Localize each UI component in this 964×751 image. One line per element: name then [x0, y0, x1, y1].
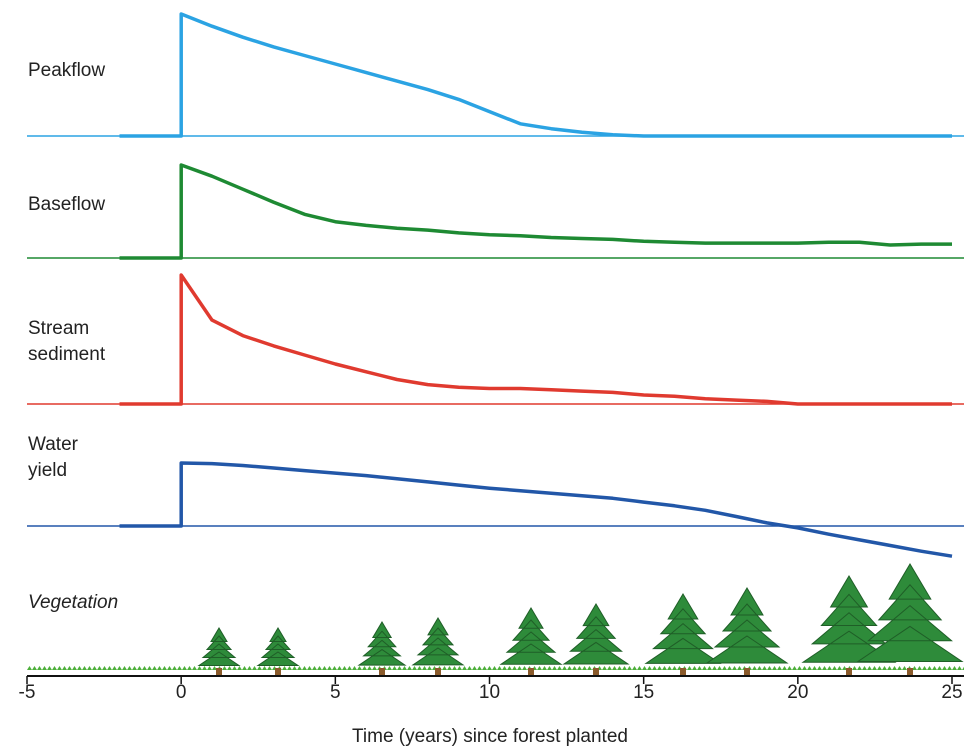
x-tick-label: -5	[19, 682, 36, 703]
tree	[357, 621, 407, 666]
grass	[27, 666, 964, 670]
series-line	[119, 12, 952, 138]
tree-trunk	[907, 668, 913, 676]
x-tick-label: 25	[941, 682, 962, 703]
tree	[197, 627, 241, 666]
tree	[411, 617, 465, 666]
series-line	[119, 461, 953, 558]
x-axis-label: Time (years) since forest planted	[352, 726, 628, 747]
series-line	[119, 273, 952, 406]
x-tick-label: 10	[479, 682, 500, 703]
tree-trunk	[744, 668, 750, 676]
panel-label: Peakflow	[28, 60, 106, 81]
tree-trunk	[435, 668, 441, 676]
tree-trunk	[275, 668, 281, 676]
vegetation-illustration	[27, 563, 964, 676]
tree-trunk	[379, 668, 385, 676]
x-tick-label: 5	[330, 682, 341, 703]
tree-trunk	[216, 668, 222, 676]
panel-label: Water yield	[28, 434, 78, 481]
tree	[705, 587, 789, 664]
series-line	[119, 163, 952, 260]
tree-trunk	[680, 668, 686, 676]
panel-label: Stream sediment	[28, 318, 106, 365]
x-tick-label: 0	[176, 682, 187, 703]
vegetation-label: Vegetation	[28, 592, 119, 613]
tree-trunk	[593, 668, 599, 676]
tree	[256, 627, 300, 666]
tree	[644, 593, 722, 664]
tree	[499, 607, 563, 665]
panel-label: Baseflow	[28, 194, 106, 215]
x-tick-label: 15	[633, 682, 654, 703]
tree-trunk	[528, 668, 534, 676]
tree	[856, 563, 964, 662]
x-tick-label: 20	[787, 682, 808, 703]
tree	[562, 603, 630, 665]
tree-trunk	[846, 668, 852, 676]
